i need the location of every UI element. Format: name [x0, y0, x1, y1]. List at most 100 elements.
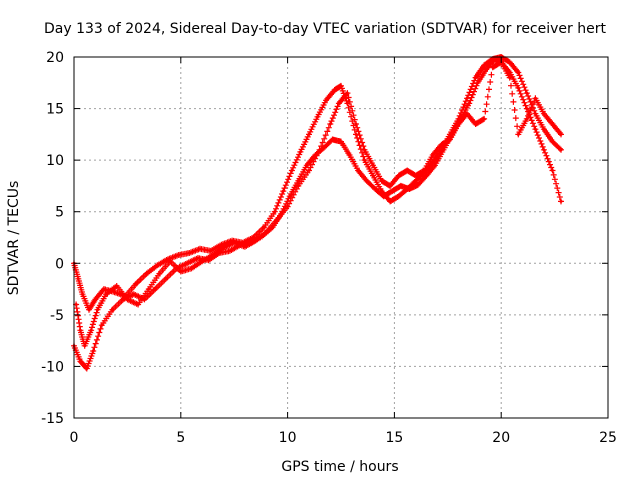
data-point	[484, 67, 488, 71]
data-point	[93, 297, 97, 301]
data-point	[179, 270, 183, 274]
data-point	[209, 249, 213, 253]
data-point	[397, 194, 401, 198]
data-point	[81, 292, 85, 296]
x-tick-label: 10	[279, 430, 297, 446]
data-point	[348, 153, 352, 157]
data-point	[153, 287, 157, 291]
data-point	[198, 247, 202, 251]
data-point	[508, 60, 512, 64]
data-point	[373, 187, 377, 191]
data-series	[71, 54, 564, 372]
data-point	[185, 261, 189, 265]
data-point	[89, 328, 93, 332]
x-axis-label: GPS time / hours	[281, 459, 398, 475]
data-point	[491, 57, 495, 61]
data-point	[177, 253, 181, 257]
data-point	[110, 308, 114, 312]
data-point	[155, 263, 159, 267]
data-point	[113, 290, 117, 294]
data-point	[102, 287, 106, 291]
data-point	[324, 98, 328, 102]
data-point	[328, 122, 332, 126]
data-point	[550, 140, 554, 144]
x-tick-label: 20	[492, 430, 510, 446]
data-point	[132, 292, 136, 296]
x-tick-label: 5	[176, 430, 185, 446]
data-point	[467, 101, 471, 105]
data-point	[516, 70, 520, 74]
series-markers	[71, 56, 564, 372]
data-point	[525, 91, 529, 95]
data-point	[76, 277, 80, 281]
data-point	[281, 189, 285, 193]
data-point	[422, 168, 426, 172]
data-point	[136, 303, 140, 307]
x-tick-label: 0	[70, 430, 79, 446]
data-point	[134, 282, 138, 286]
data-point	[439, 143, 443, 147]
data-point	[316, 115, 320, 119]
data-point	[305, 163, 309, 167]
data-point	[337, 101, 341, 105]
series-sat-track-3	[73, 59, 564, 349]
data-point	[164, 277, 168, 281]
data-point	[380, 179, 384, 183]
series-sat-track-1	[71, 56, 564, 372]
data-point	[187, 251, 191, 255]
data-point	[157, 272, 161, 276]
data-point	[525, 117, 529, 121]
data-point	[533, 96, 537, 100]
data-point	[95, 308, 99, 312]
y-tick-label: 20	[46, 50, 64, 66]
data-point	[288, 194, 292, 198]
data-point	[286, 205, 290, 209]
chart-title: Day 133 of 2024, Sidereal Day-to-day VTE…	[44, 21, 606, 37]
data-point	[290, 168, 294, 172]
data-point	[362, 158, 366, 162]
data-point	[168, 259, 172, 263]
data-point	[542, 127, 546, 131]
x-tick-label: 25	[599, 430, 617, 446]
data-point	[200, 259, 204, 263]
data-point	[322, 146, 326, 150]
series-sat-track-2	[71, 54, 564, 313]
data-point	[414, 174, 418, 178]
data-point	[83, 344, 87, 348]
data-point	[100, 323, 104, 327]
series-markers	[71, 54, 564, 313]
data-point	[232, 241, 236, 245]
data-point	[456, 122, 460, 126]
data-point	[474, 122, 478, 126]
y-axis-label: SDTVAR / TECUs	[6, 181, 22, 296]
data-point	[431, 153, 435, 157]
axis-ticks: 0 5 10 15 20 25 -15 -10 -5 0 5 10 15 20	[41, 50, 617, 446]
y-tick-label: -10	[41, 359, 64, 375]
data-point	[533, 112, 537, 116]
data-point	[74, 303, 78, 307]
data-point	[330, 138, 334, 142]
data-point	[354, 122, 358, 126]
data-point	[307, 132, 311, 136]
data-point	[448, 138, 452, 142]
data-point	[482, 117, 486, 121]
data-point	[550, 168, 554, 172]
data-point	[78, 328, 82, 332]
data-point	[262, 225, 266, 229]
data-point	[405, 168, 409, 172]
data-point	[339, 140, 343, 144]
data-point	[85, 366, 89, 370]
y-tick-label: -15	[41, 411, 64, 427]
y-tick-label: 15	[46, 102, 64, 118]
data-point	[254, 239, 258, 243]
data-point	[189, 266, 193, 270]
data-point	[251, 236, 255, 239]
data-point	[145, 272, 149, 276]
data-point	[405, 187, 409, 191]
data-point	[542, 112, 546, 116]
data-point	[243, 245, 247, 249]
data-point	[345, 101, 349, 105]
data-point	[273, 210, 277, 214]
data-point	[397, 174, 401, 178]
data-point	[508, 76, 512, 80]
